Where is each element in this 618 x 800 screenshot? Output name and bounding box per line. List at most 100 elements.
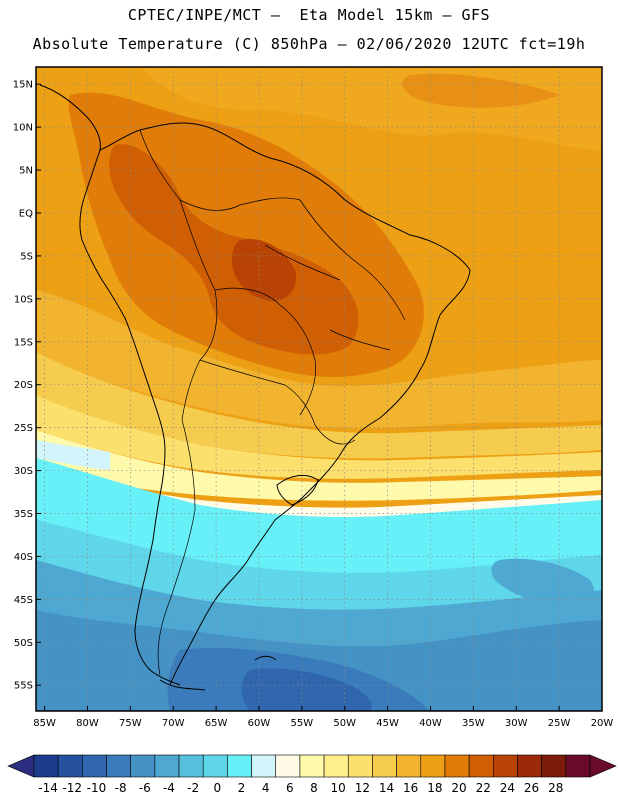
lon-tick-label: 30W — [505, 718, 528, 729]
colorbar-label: 0 — [213, 781, 221, 795]
tierra-del-fuego — [159, 679, 206, 691]
lat-tick-label: 15S — [14, 337, 33, 348]
colorbar-label: 14 — [379, 781, 394, 795]
lon-tick-label: 50W — [333, 718, 356, 729]
colorbar-label: 4 — [262, 781, 270, 795]
lat-tick-label: 45S — [14, 595, 33, 606]
lon-tick-label: 20W — [591, 718, 614, 729]
colorbar-label: 28 — [548, 781, 563, 795]
colorbar-swatch — [178, 754, 204, 778]
field-hottest-patch — [231, 239, 296, 301]
lat-tick-label: 35S — [14, 509, 33, 520]
colorbar-label: 12 — [355, 781, 370, 795]
colorbar-label: 20 — [451, 781, 466, 795]
colorbar-swatch — [251, 754, 277, 778]
lat-tick-label: 25S — [14, 423, 33, 434]
west-coastline — [79, 149, 181, 686]
lat-tick-label: 40S — [14, 552, 33, 563]
colorbar-label: -10 — [87, 781, 107, 795]
lat-tick-label: EQ — [19, 208, 33, 219]
colorbar-swatch — [323, 754, 349, 778]
colorbar-label: 16 — [403, 781, 418, 795]
lon-tick-label: 85W — [33, 718, 56, 729]
lon-tick-label: 70W — [162, 718, 185, 729]
field-north-warm-patch — [402, 73, 560, 108]
colorbar-label: 22 — [476, 781, 491, 795]
lon-tick-label: 80W — [76, 718, 99, 729]
border-chile-argentina — [157, 419, 196, 676]
colorbar-swatch — [396, 754, 422, 778]
colorbar-label: -6 — [139, 781, 151, 795]
lat-tick-label: 30S — [14, 466, 33, 477]
lat-tick-label: 55S — [14, 681, 33, 692]
field-band-16-18 — [36, 290, 602, 429]
colorbar-swatch — [347, 754, 373, 778]
border-north — [139, 129, 301, 211]
colorbar-label: 18 — [427, 781, 442, 795]
colorbar-swatch — [227, 754, 252, 778]
colorbar-swatch — [82, 754, 107, 778]
field-pale-cyan-west — [36, 440, 110, 470]
colorbar-label: 8 — [310, 781, 318, 795]
field-cold-eddy-east — [491, 558, 594, 605]
field-coldest-pool — [241, 668, 372, 711]
country-borders — [139, 129, 406, 676]
map-title-line-2: Absolute Temperature (C) 850hPa – 02/06/… — [32, 35, 586, 53]
field-band-8-12 — [36, 430, 602, 501]
colorbar-over-triangle — [589, 754, 617, 778]
field-band-12-14 — [36, 395, 602, 479]
border-paraguay — [199, 359, 356, 445]
colorbar-label: 6 — [286, 781, 294, 795]
lon-tick-label: 55W — [291, 718, 314, 729]
longitude-labels: 85W 80W 75W 70W 65W 60W 55W 50W 45W 40W 35W 30W 25W 2… — [33, 706, 613, 729]
colorbar-label: -8 — [115, 781, 127, 795]
falkland-islands — [254, 655, 277, 661]
colorbar-swatch — [299, 754, 325, 778]
lon-tick-label: 60W — [248, 718, 271, 729]
lat-tick-label: 10N — [13, 123, 33, 134]
colorbar-swatch — [202, 754, 228, 778]
lon-tick-label: 40W — [419, 718, 442, 729]
colorbar-label: 10 — [331, 781, 346, 795]
field-band-14-16 — [36, 352, 602, 459]
colorbar-swatch — [275, 754, 301, 778]
colorbar-swatch — [154, 754, 180, 778]
map-frame — [35, 66, 603, 712]
colorbar-swatch — [565, 754, 591, 778]
colorbar-swatch — [541, 754, 567, 778]
colorbar-swatch — [372, 754, 397, 778]
lat-tick-label: 10S — [14, 294, 33, 305]
colorbar-swatch — [517, 754, 542, 778]
lon-tick-label: 35W — [462, 718, 485, 729]
map-title-line-1: CPTEC/INPE/MCT – Eta Model 15km – GFS — [127, 6, 491, 24]
border-brazil-states — [299, 199, 406, 321]
border-states-misc — [264, 244, 391, 351]
colorbar-swatch — [57, 754, 83, 778]
colorbar-label: 2 — [238, 781, 246, 795]
lon-tick-label: 65W — [205, 718, 228, 729]
colorbar-label: -2 — [187, 781, 199, 795]
lat-tick-label: 5S — [20, 251, 33, 262]
temperature-field — [36, 67, 602, 711]
lat-tick-label: 50S — [14, 638, 33, 649]
lat-tick-label: 5N — [19, 166, 33, 177]
colorbar-label: -4 — [163, 781, 175, 795]
border-brazil-bolivia — [214, 287, 316, 416]
colorbar-swatch — [130, 754, 156, 778]
colorbar-swatch — [444, 754, 470, 778]
lat-tick-label: 15N — [13, 80, 33, 91]
colorbar-under-triangle — [7, 754, 35, 778]
colorbar-label: 26 — [524, 781, 539, 795]
colorbar-swatch — [420, 754, 446, 778]
colorbar-swatch — [468, 754, 494, 778]
lon-tick-label: 25W — [548, 718, 571, 729]
colorbar-swatch — [106, 754, 131, 778]
latitude-labels: 15N 10N 5N EQ 5S 10S 15S 20S 25S 30S 35S 40S 45S 50S 5… — [13, 80, 41, 692]
lat-tick-label: 20S — [14, 380, 33, 391]
lon-tick-label: 45W — [376, 718, 399, 729]
colorbar: -14 -12 -10 -8 -6 -4 -2 0 2 4 6 8 10 12 14 16 18 20 22 24 26… — [7, 754, 617, 795]
colorbar-label: -12 — [62, 781, 82, 795]
colorbar-label: 24 — [500, 781, 515, 795]
colorbar-label: -14 — [38, 781, 58, 795]
